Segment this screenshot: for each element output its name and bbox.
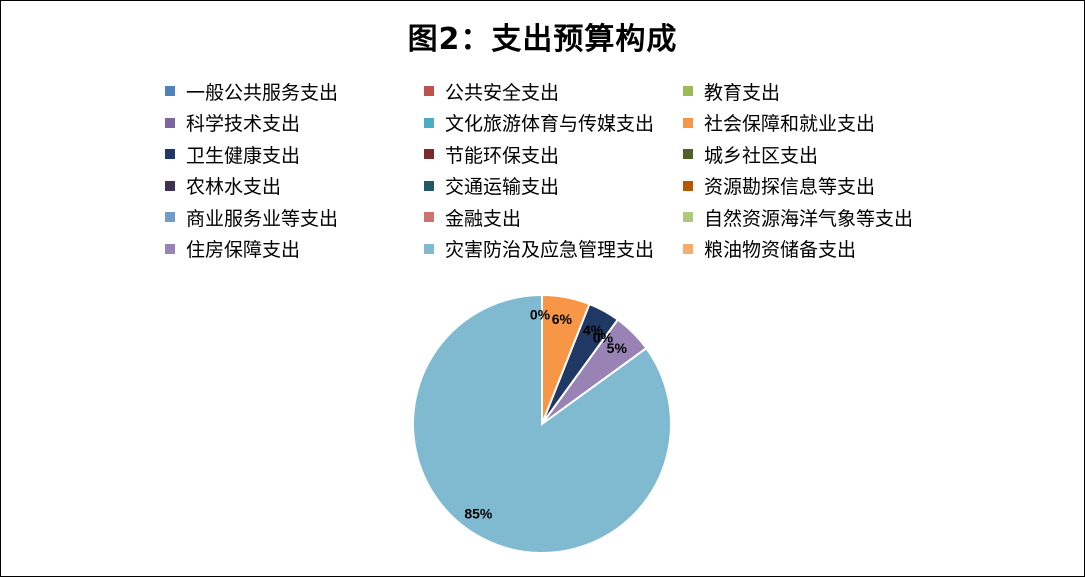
legend-label: 自然资源海洋气象等支出 <box>704 207 914 230</box>
legend-item: 社会保障和就业支出 <box>683 110 875 136</box>
legend-swatch <box>683 86 693 96</box>
pie-slice <box>412 293 672 554</box>
legend-item: 文化旅游体育与传媒支出 <box>424 110 654 136</box>
legend-swatch <box>165 243 175 254</box>
legend-item: 灾害防治及应急管理支出 <box>424 236 654 262</box>
legend-swatch <box>424 149 434 159</box>
legend-label: 住房保障支出 <box>186 239 301 261</box>
legend-item: 金融支出 <box>424 204 521 230</box>
chart-title: 图2：支出预算构成 <box>407 22 678 57</box>
data-label: 6% <box>552 311 573 327</box>
legend-label: 灾害防治及应急管理支出 <box>445 239 655 261</box>
legend-item: 节能环保支出 <box>424 141 559 167</box>
legend-swatch <box>683 149 693 159</box>
legend-swatch <box>165 149 175 159</box>
legend-swatch <box>424 243 434 254</box>
legend-swatch <box>165 86 175 96</box>
legend-label: 公共安全支出 <box>445 81 560 104</box>
data-label: 85% <box>464 506 493 522</box>
legend-label: 资源勘探信息等支出 <box>704 176 876 198</box>
data-label: 4% <box>583 322 604 338</box>
data-label: 5% <box>607 340 628 356</box>
legend-swatch <box>165 180 175 191</box>
legend-label: 交通运输支出 <box>445 176 560 198</box>
legend-item: 农林水支出 <box>165 173 281 199</box>
legend-label: 科学技术支出 <box>186 113 301 135</box>
legend-swatch <box>683 180 693 191</box>
legend-label: 文化旅游体育与传媒支出 <box>445 113 655 135</box>
legend-swatch <box>424 117 434 128</box>
legend-swatch <box>683 212 693 222</box>
legend-item: 粮油物资储备支出 <box>683 236 856 262</box>
legend-label: 节能环保支出 <box>445 144 560 167</box>
legend-swatch <box>683 117 693 128</box>
legend-item: 交通运输支出 <box>424 173 559 199</box>
legend-item: 一般公共服务支出 <box>165 78 338 104</box>
legend-item: 公共安全支出 <box>424 78 559 104</box>
legend-label: 商业服务业等支出 <box>186 207 339 230</box>
legend-swatch <box>424 212 434 222</box>
legend-swatch <box>424 86 434 96</box>
legend-label: 城乡社区支出 <box>704 144 819 167</box>
legend-item: 科学技术支出 <box>165 110 300 136</box>
legend-label: 一般公共服务支出 <box>186 81 339 104</box>
legend-label: 教育支出 <box>704 81 781 104</box>
legend-item: 住房保障支出 <box>165 236 300 262</box>
legend-swatch <box>165 117 175 128</box>
legend-item: 商业服务业等支出 <box>165 204 338 230</box>
legend-label: 粮油物资储备支出 <box>704 239 857 261</box>
data-label: 0% <box>593 330 614 346</box>
legend-item: 教育支出 <box>683 78 780 104</box>
legend-swatch <box>165 212 175 222</box>
data-label: 0% <box>530 307 551 323</box>
legend-label: 农林水支出 <box>186 176 282 198</box>
legend-swatch <box>683 243 693 254</box>
legend-label: 社会保障和就业支出 <box>704 113 876 135</box>
legend-label: 金融支出 <box>445 207 522 230</box>
legend-label: 卫生健康支出 <box>186 144 301 167</box>
legend-item: 自然资源海洋气象等支出 <box>683 204 913 230</box>
legend-item: 城乡社区支出 <box>683 141 818 167</box>
legend-item: 卫生健康支出 <box>165 141 300 167</box>
legend-swatch <box>424 180 434 191</box>
legend-item: 资源勘探信息等支出 <box>683 173 875 199</box>
